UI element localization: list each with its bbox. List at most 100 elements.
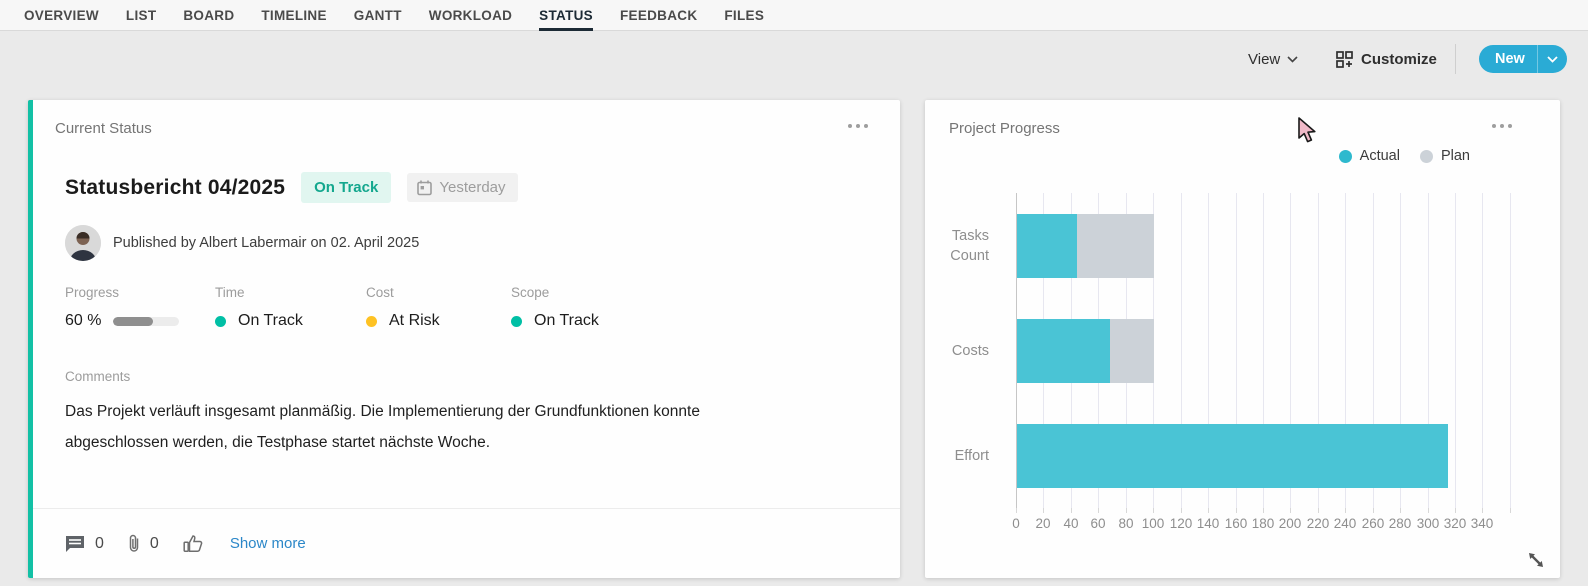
tick-mark	[1181, 508, 1182, 513]
new-dropdown-toggle[interactable]	[1536, 45, 1567, 73]
x-tick-label: 0	[1012, 516, 1020, 531]
legend-item-plan[interactable]: Plan	[1419, 148, 1470, 164]
avatar[interactable]	[65, 225, 101, 261]
metric-label: Cost	[366, 285, 394, 300]
tick-mark	[1318, 508, 1319, 513]
category-label-costs: Costs	[951, 342, 989, 359]
chevron-down-icon	[1287, 55, 1298, 63]
tab-board[interactable]: BOARD	[183, 7, 235, 23]
x-tick-label: 280	[1388, 516, 1412, 531]
tab-files[interactable]: FILES	[724, 7, 765, 23]
publisher-row: Published by Albert Labermair on 02. Apr…	[65, 225, 419, 261]
report-title-row: Statusbericht 04/2025 On Track Yesterday	[65, 172, 518, 203]
metric-value: On Track	[511, 312, 599, 330]
metric-scope: Scope On Track	[511, 285, 599, 330]
tick-mark	[1236, 508, 1237, 513]
tick-mark	[1208, 508, 1209, 513]
view-dropdown[interactable]: View	[1248, 44, 1298, 74]
show-more-link[interactable]: Show more	[229, 535, 306, 552]
tick-mark	[1098, 508, 1099, 513]
chart-plot-area	[1016, 193, 1546, 513]
card-title: Current Status	[55, 120, 152, 137]
project-progress-card: Project Progress Actual Plan Tasks Count C…	[925, 100, 1560, 578]
card-menu-button[interactable]	[848, 124, 868, 128]
tick-mark	[1482, 508, 1483, 513]
x-tick-label: 120	[1169, 516, 1193, 531]
gridline	[1290, 193, 1291, 508]
resize-handle-icon[interactable]	[1526, 550, 1546, 570]
new-button[interactable]: New	[1479, 45, 1567, 73]
tick-mark	[1126, 508, 1127, 513]
like-button[interactable]	[183, 534, 204, 553]
tick-mark	[1345, 508, 1346, 513]
gridline	[1373, 193, 1374, 508]
tick-mark	[1428, 508, 1429, 513]
report-title: Statusbericht 04/2025	[65, 175, 286, 199]
progress-bar	[113, 316, 180, 326]
legend-dot	[1419, 149, 1433, 163]
tick-mark	[1043, 508, 1044, 513]
legend-item-actual[interactable]: Actual	[1338, 148, 1400, 164]
gridline	[1181, 193, 1182, 508]
metric-value: At Risk	[366, 312, 511, 330]
x-tick-label: 40	[1063, 516, 1079, 531]
tab-feedback[interactable]: FEEDBACK	[619, 7, 698, 23]
progress-bar-chart: Tasks Count Costs Effort 0 20 40 60 80 100 120 14…	[925, 193, 1560, 553]
actual-bar-effort	[1017, 423, 1448, 488]
chart-legend: Actual Plan	[1338, 148, 1470, 164]
metric-progress: Progress 60 %	[65, 285, 215, 330]
customize-button[interactable]: Customize	[1336, 44, 1437, 74]
tick-mark	[1153, 508, 1154, 513]
tab-gantt[interactable]: GANTT	[353, 7, 402, 23]
card-menu-button[interactable]	[1492, 124, 1512, 128]
view-label: View	[1248, 50, 1281, 68]
tab-bar: OVERVIEW LIST BOARD TIMELINE GANTT WORKLOAD ST…	[0, 0, 1588, 31]
tick-mark	[1510, 508, 1511, 513]
comments-label: Comments	[65, 369, 131, 384]
status-card-footer: 0 0 Show more	[33, 508, 900, 578]
gridline	[1455, 193, 1456, 508]
metric-label: Scope	[511, 285, 550, 300]
x-tick-label: 320	[1443, 516, 1467, 531]
gridline	[1236, 193, 1237, 508]
gridline	[1208, 193, 1209, 508]
gridline	[1400, 193, 1401, 508]
tick-mark	[1290, 508, 1291, 513]
x-tick-label: 180	[1251, 516, 1275, 531]
comments-count: 0	[95, 534, 104, 552]
chart-x-axis-ticks: 0 20 40 60 80 100 120 140 160 180 200 220 240 260 280 3…	[1012, 516, 1546, 536]
date-chip[interactable]: Yesterday	[407, 173, 518, 202]
gridline	[1510, 193, 1511, 508]
metric-label: Time	[215, 285, 245, 300]
x-tick-label: 200	[1278, 516, 1302, 531]
category-label-effort: Effort	[954, 447, 989, 464]
tick-mark	[1455, 508, 1456, 513]
tab-status[interactable]: STATUS	[539, 0, 593, 31]
tab-overview[interactable]: OVERVIEW	[24, 7, 99, 23]
x-tick-label: 80	[1118, 516, 1134, 531]
category-label-tasks-count: Tasks Count	[950, 227, 989, 264]
x-tick-label: 20	[1035, 516, 1051, 531]
status-dot	[215, 315, 226, 327]
x-tick-label: 300	[1416, 516, 1440, 531]
tab-timeline[interactable]: TIMELINE	[261, 7, 327, 23]
gridline	[1482, 193, 1483, 508]
date-chip-label: Yesterday	[439, 179, 506, 196]
toolbar-divider	[1455, 44, 1456, 74]
tab-workload[interactable]: WORKLOAD	[428, 7, 513, 23]
card-title: Project Progress	[949, 120, 1060, 137]
y-axis-line	[1016, 193, 1017, 508]
tabs-nav: OVERVIEW LIST BOARD TIMELINE GANTT WORKLOAD ST…	[24, 0, 1588, 31]
tab-list[interactable]: LIST	[125, 7, 157, 23]
metric-label: Progress	[65, 285, 120, 300]
metric-cost: Cost At Risk	[366, 285, 511, 330]
metric-value: 60 %	[65, 312, 215, 330]
status-dot	[511, 315, 522, 327]
actual-bar-costs	[1017, 318, 1111, 383]
gridline	[1428, 193, 1429, 508]
tick-mark	[1016, 508, 1017, 513]
comments-count-button[interactable]	[65, 535, 85, 553]
attachments-button[interactable]	[128, 534, 140, 554]
metric-time: Time On Track	[215, 285, 366, 330]
new-button-label[interactable]: New	[1495, 51, 1525, 67]
